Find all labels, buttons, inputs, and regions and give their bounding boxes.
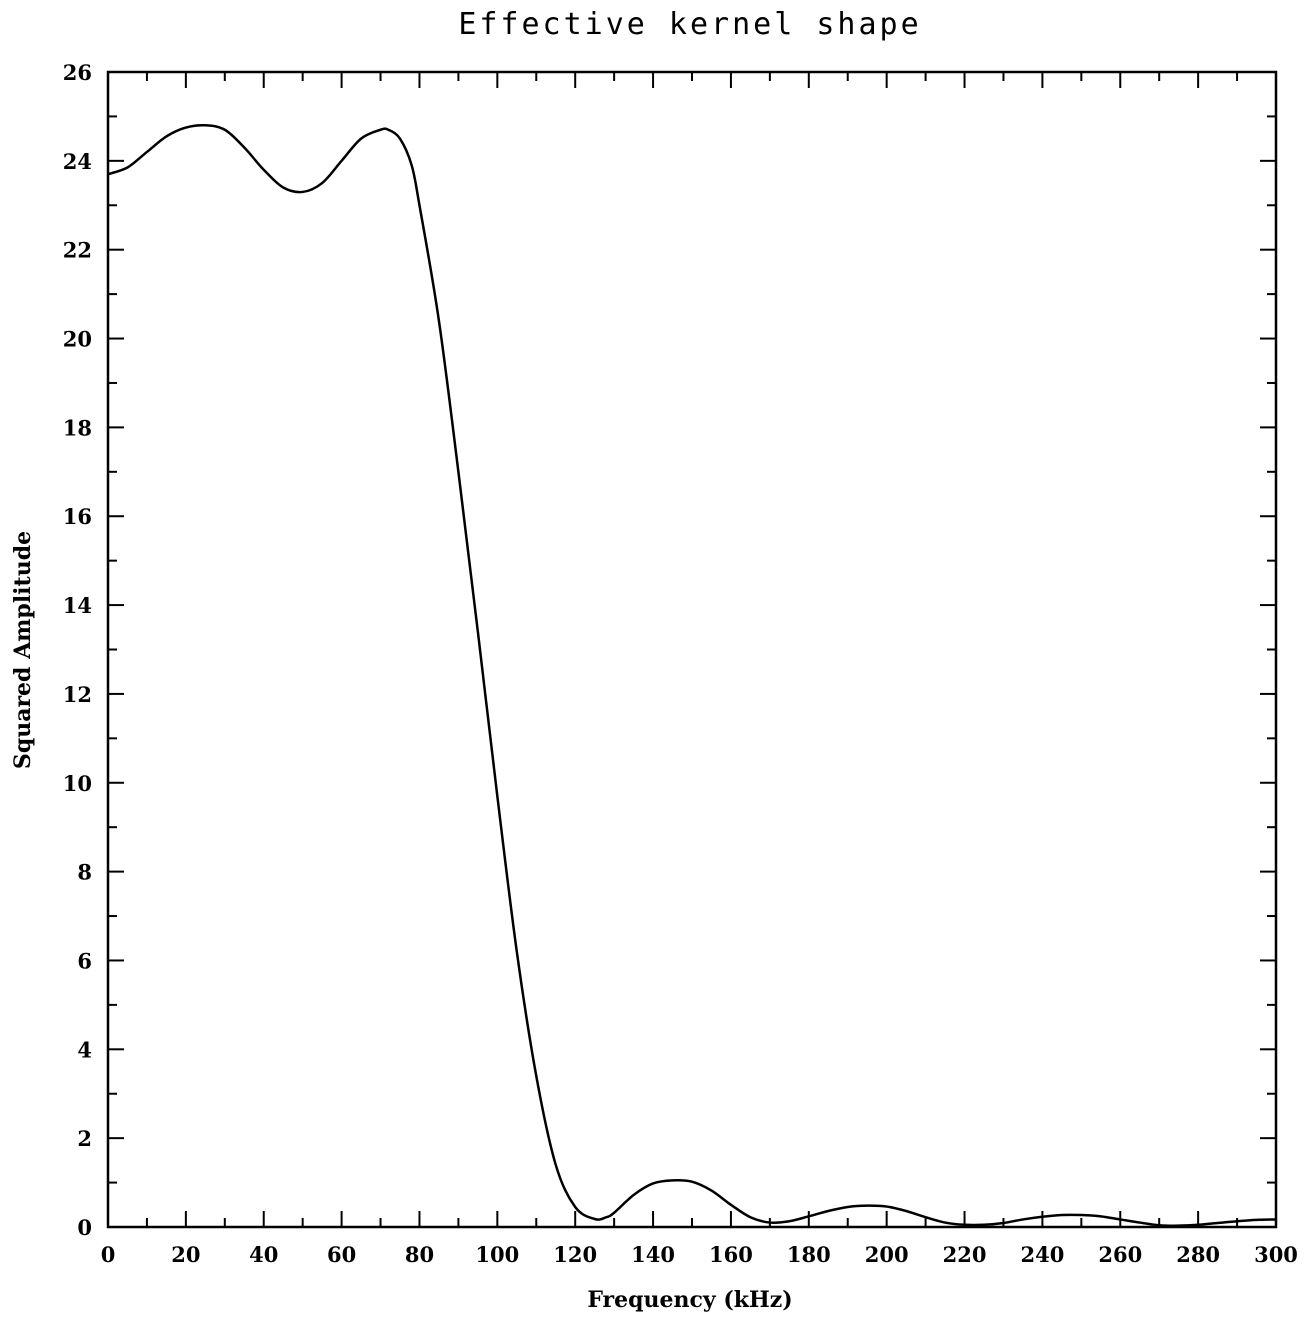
y-axis-label: Squared Amplitude — [10, 531, 36, 769]
y-tick-label: 22 — [63, 238, 92, 263]
y-tick-label: 10 — [63, 771, 92, 796]
x-tick-label: 200 — [865, 1242, 909, 1267]
y-tick-label: 0 — [77, 1215, 92, 1240]
x-tick-label: 0 — [101, 1242, 116, 1267]
x-tick-label: 180 — [787, 1242, 831, 1267]
x-tick-label: 140 — [631, 1242, 675, 1267]
x-tick-label: 60 — [327, 1242, 356, 1267]
y-tick-label: 8 — [77, 860, 92, 885]
plot-frame — [106, 70, 1278, 1229]
chart-title: Effective kernel shape — [458, 7, 921, 42]
x-tick-label: 260 — [1098, 1242, 1142, 1267]
y-tick-label: 26 — [63, 60, 92, 85]
x-axis-label: Frequency (kHz) — [587, 1287, 792, 1313]
x-tick-label: 160 — [709, 1242, 753, 1267]
y-tick-label: 12 — [63, 682, 92, 707]
y-tick-label: 2 — [77, 1126, 92, 1151]
x-tick-label: 20 — [171, 1242, 200, 1267]
y-tick-label: 16 — [63, 504, 92, 529]
y-tick-label: 18 — [63, 415, 92, 440]
squared-amplitude-line — [107, 123, 1277, 1227]
axis-ticks — [107, 71, 1277, 1228]
x-tick-label: 120 — [553, 1242, 597, 1267]
y-tick-label: 20 — [63, 327, 92, 352]
x-tick-label: 40 — [249, 1242, 278, 1267]
y-tick-label: 4 — [77, 1037, 92, 1062]
y-tick-label: 24 — [63, 149, 92, 174]
y-tick-label: 6 — [77, 948, 92, 973]
y-tick-label: 14 — [63, 593, 92, 618]
x-tick-label: 80 — [405, 1242, 434, 1267]
x-tick-label: 280 — [1176, 1242, 1220, 1267]
x-tick-labels: 0 20 40 60 80 100 120 140 160 180 200 220 240 260 280 3… — [101, 1242, 1298, 1267]
x-tick-label: 220 — [943, 1242, 987, 1267]
x-tick-label: 100 — [475, 1242, 519, 1267]
x-tick-label: 240 — [1020, 1242, 1064, 1267]
x-tick-label: 300 — [1254, 1242, 1298, 1267]
